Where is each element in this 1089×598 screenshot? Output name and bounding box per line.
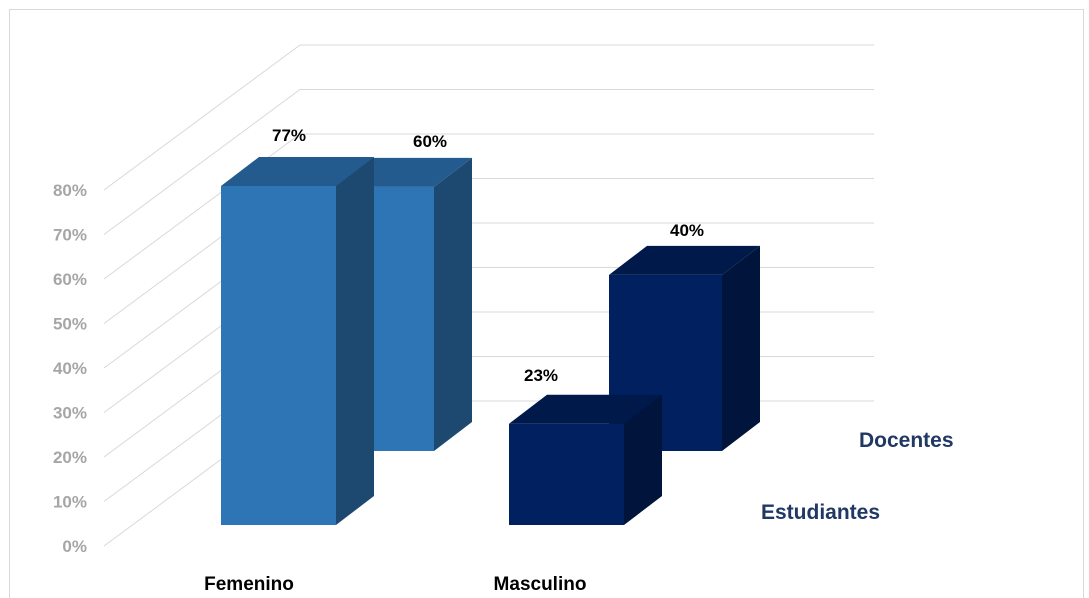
bar-side xyxy=(722,245,760,451)
category-label: Masculino xyxy=(494,574,587,595)
category-label: Femenino xyxy=(204,574,294,595)
gridline xyxy=(103,44,874,191)
y-tick-label: 0% xyxy=(62,537,87,556)
bar-top xyxy=(221,157,374,186)
data-label: 40% xyxy=(670,221,704,240)
bar-side xyxy=(336,157,374,525)
bar-side xyxy=(624,394,662,525)
gridline xyxy=(103,89,874,235)
y-tick-label: 40% xyxy=(53,359,87,378)
series-label: Docentes xyxy=(859,429,954,452)
y-tick-label: 10% xyxy=(53,493,87,512)
y-tick-label: 30% xyxy=(53,404,87,423)
bar-estudiantes-masculino xyxy=(509,394,662,525)
y-tick-label: 20% xyxy=(53,448,87,467)
category-labels: Femenino Masculino xyxy=(204,574,586,595)
bar-front xyxy=(509,423,624,525)
bar-docentes-masculino xyxy=(609,245,760,451)
bar-top xyxy=(509,394,662,424)
data-label: 60% xyxy=(413,132,447,151)
y-tick-label: 60% xyxy=(53,270,87,289)
y-axis-ticks: 0% 10% 20% 30% 40% 50% 60% 70% 80% xyxy=(53,181,87,556)
bars xyxy=(221,157,760,525)
chart-frame xyxy=(9,9,1084,598)
bar-estudiantes-femenino xyxy=(221,157,374,525)
series-labels: Docentes Estudiantes xyxy=(761,429,954,524)
y-tick-label: 50% xyxy=(53,315,87,334)
data-label: 77% xyxy=(272,126,306,145)
data-labels: 77% 60% 23% 40% xyxy=(272,126,704,385)
bar-top xyxy=(609,245,760,275)
bar-front xyxy=(221,186,336,525)
gridline xyxy=(103,133,874,280)
y-tick-label: 80% xyxy=(53,181,87,200)
series-label: Estudiantes xyxy=(761,501,880,524)
y-tick-label: 70% xyxy=(53,226,87,245)
bar-side xyxy=(434,157,472,451)
data-label: 23% xyxy=(524,366,558,385)
